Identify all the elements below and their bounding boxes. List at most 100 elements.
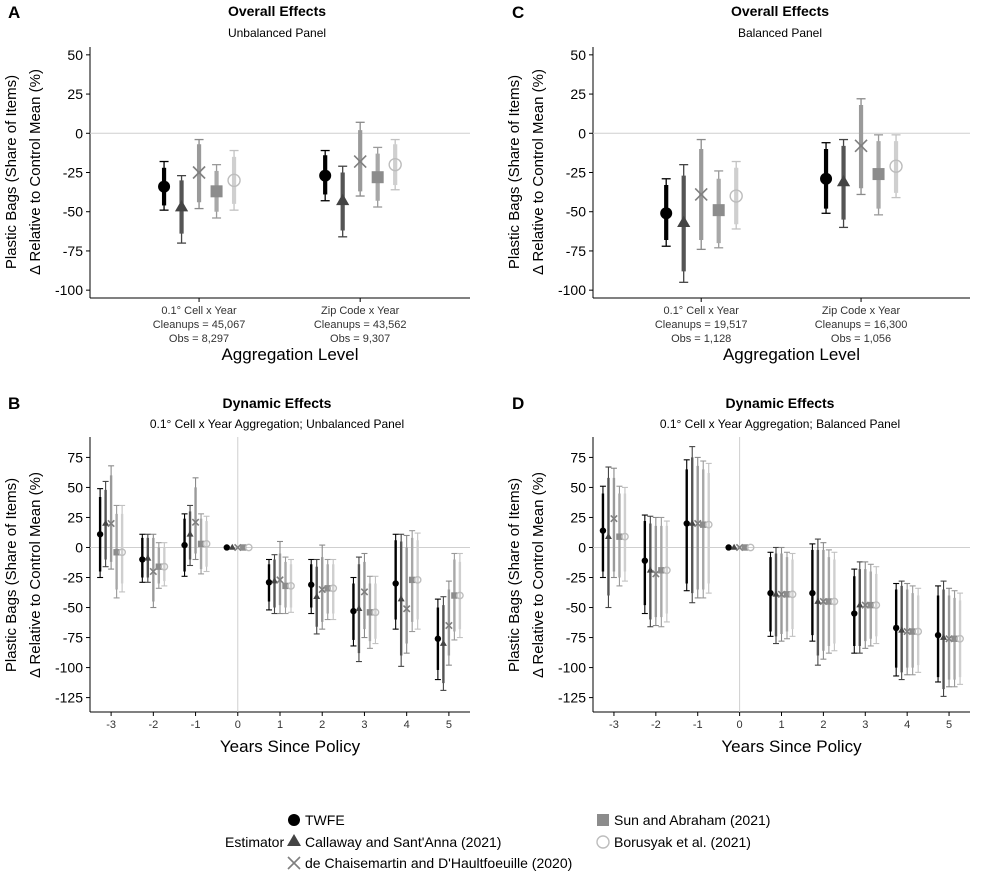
x-tick-label: 0 — [737, 719, 743, 731]
marker-dechaisemartin — [353, 154, 367, 169]
y-tick-label: -50 — [566, 600, 586, 616]
y-axis-label: Δ Relative to Control Mean (%) — [27, 472, 44, 678]
marker-dechaisemartin — [318, 585, 326, 594]
legend-circle-filled-icon — [288, 814, 300, 826]
marker-twfe — [851, 610, 858, 617]
series-triangle — [102, 480, 447, 691]
x-tick-label: Zip Code x Year — [822, 305, 901, 317]
marker-callaway — [856, 601, 864, 608]
x-tick-label: 2 — [319, 719, 325, 731]
marker-borusyak — [287, 582, 295, 590]
marker-twfe — [599, 527, 607, 534]
legend-x-icon — [287, 856, 301, 870]
marker-callaway — [604, 532, 612, 539]
legend-triangle-icon — [287, 834, 301, 846]
marker-twfe — [725, 544, 732, 551]
y-tick-label: -100 — [558, 282, 586, 298]
x-tick-label: 3 — [361, 719, 367, 731]
marker-dechaisemartin — [191, 518, 200, 527]
marker-dechaisemartin — [945, 634, 953, 643]
marker-sun-abraham — [197, 540, 205, 548]
series-circle-filled — [599, 459, 942, 683]
series-circle-open — [118, 504, 464, 645]
y-tick-label: -125 — [55, 690, 83, 706]
legend-circle-open-icon — [596, 835, 610, 849]
marker-sun-abraham — [210, 185, 223, 198]
series-circle-filled — [660, 142, 833, 247]
marker-callaway — [836, 174, 851, 187]
marker-sun-abraham — [324, 585, 331, 592]
marker-callaway — [439, 639, 447, 646]
marker-dechaisemartin — [861, 601, 870, 609]
x-tick-label: 5 — [446, 719, 452, 731]
marker-dechaisemartin — [276, 576, 284, 584]
series-circle-open — [729, 134, 903, 230]
marker-twfe — [96, 531, 104, 538]
marker-sun-abraham — [825, 598, 833, 605]
marker-twfe — [892, 624, 900, 632]
marker-twfe — [181, 541, 188, 549]
y-tick-label: 0 — [75, 539, 83, 555]
marker-sun-abraham — [451, 592, 458, 599]
marker-borusyak — [118, 548, 127, 557]
y-tick-label: -50 — [566, 204, 586, 220]
legend-label: Borusyak et al. (2021) — [614, 834, 751, 850]
y-tick-label: 75 — [67, 449, 83, 465]
y-tick-label: -75 — [566, 630, 586, 646]
y-axis-label: Plastic Bags (Share of Items) — [3, 478, 20, 672]
series-square — [210, 146, 384, 219]
marker-dechaisemartin — [234, 543, 242, 552]
marker-dechaisemartin — [445, 621, 453, 630]
panel-letter: D — [512, 394, 524, 413]
y-tick-label: -25 — [566, 165, 586, 181]
x-tick-label: -3 — [106, 719, 116, 731]
series-x — [694, 98, 868, 251]
x-tick-label: 0 — [235, 719, 241, 731]
marker-callaway — [186, 530, 194, 537]
panel-a-overall-unbalanced: A Overall Effects Unbalanced Panel Plastic … — [3, 3, 470, 364]
y-tick-label: -25 — [63, 570, 83, 586]
panel-b-dynamic-unbalanced: B Dynamic Effects 0.1° Cell x Year Aggrega… — [3, 394, 470, 756]
marker-dechaisemartin — [819, 597, 828, 606]
marker-borusyak — [371, 608, 380, 617]
series-circle-open — [227, 138, 402, 211]
y-tick-label: 25 — [67, 86, 83, 102]
panel-title: Overall Effects — [731, 3, 829, 19]
legend: Estimator TWFE Callaway and Sant'Anna (2… — [225, 812, 770, 871]
legend-item-sun-abraham: Sun and Abraham (2021) — [597, 812, 770, 828]
y-tick-label: 0 — [578, 125, 586, 141]
y-tick-label: -75 — [63, 243, 83, 259]
marker-twfe — [223, 544, 230, 551]
marker-callaway — [677, 215, 691, 228]
marker-dechaisemartin — [610, 514, 618, 523]
marker-borusyak — [729, 189, 743, 203]
x-tick-label: -1 — [191, 719, 201, 731]
marker-borusyak — [956, 634, 964, 643]
marker-dechaisemartin — [192, 165, 206, 180]
marker-borusyak — [788, 590, 797, 599]
marker-callaway — [144, 554, 152, 561]
marker-callaway — [397, 595, 405, 602]
marker-sun-abraham — [909, 628, 916, 635]
x-tick-label: Zip Code x Year — [321, 305, 400, 317]
y-tick-label: -100 — [558, 660, 586, 676]
x-tick-label: 0.1° Cell x Year — [161, 305, 237, 317]
marker-dechaisemartin — [735, 543, 744, 552]
series-triangle — [677, 138, 851, 283]
legend-title: Estimator — [225, 834, 284, 850]
marker-dechaisemartin — [360, 588, 369, 596]
marker-twfe — [392, 580, 399, 587]
y-axis-label: Δ Relative to Control Mean (%) — [27, 69, 44, 275]
x-tick-label: 3 — [862, 719, 868, 731]
y-axis-label: Δ Relative to Control Mean (%) — [530, 472, 547, 678]
panel-subtitle: Balanced Panel — [738, 26, 822, 40]
y-tick-label: 25 — [67, 509, 83, 525]
x-tick-label: 0.1° Cell x Year — [664, 305, 740, 317]
x-tick-label: 2 — [820, 719, 826, 731]
marker-borusyak — [244, 543, 253, 552]
marker-borusyak — [914, 627, 923, 636]
panel-letter: A — [8, 3, 20, 22]
marker-borusyak — [413, 576, 422, 584]
marker-twfe — [319, 169, 332, 182]
legend-item-callaway: Callaway and Sant'Anna (2021) — [287, 834, 501, 850]
